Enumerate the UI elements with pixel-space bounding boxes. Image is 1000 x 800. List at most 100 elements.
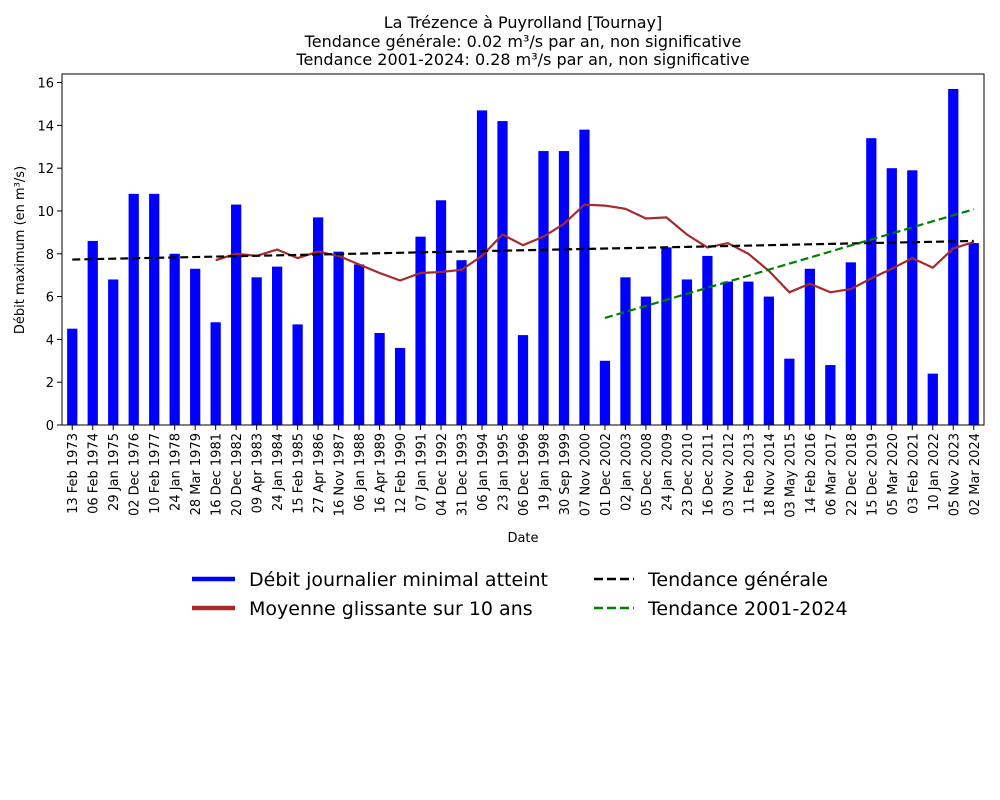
x-tick-label: 29 Jan 1975 [107,433,122,511]
x-tick-label: 06 Jan 1988 [353,433,368,511]
bar [497,121,508,426]
bar [538,151,549,426]
legend-label-moving-average: Moyenne glissante sur 10 ans [249,598,533,620]
x-tick-label: 03 Feb 2021 [906,433,921,514]
y-axis-ticks: 0 2 4 6 8 10 12 14 16 [37,77,62,434]
bar [272,266,283,425]
x-tick-label: 19 Jan 1998 [538,433,553,511]
x-tick-label: 31 Dec 1993 [456,433,471,516]
bar [640,296,652,425]
x-tick-label: 05 Mar 2020 [886,433,901,515]
bar [579,129,590,425]
bar [456,260,467,425]
bar [210,322,221,425]
bar [67,328,78,425]
bar [374,332,385,425]
x-tick-label: 18 Nov 2014 [763,433,778,516]
x-tick-label: 10 Jan 2022 [927,433,942,511]
x-tick-label: 15 Feb 1985 [292,433,307,514]
bar [415,236,426,425]
bar [476,110,488,425]
x-tick-label: 20 Dec 1982 [230,433,245,516]
y-tick-label: 16 [37,77,54,92]
bar [169,253,180,425]
x-tick-label: 15 Dec 2019 [865,433,880,516]
lines [72,203,975,320]
x-tick-label: 02 Dec 1976 [128,433,143,516]
y-tick-label: 4 [46,333,54,348]
x-tick-label: 05 Dec 2008 [640,433,655,516]
y-tick-label: 6 [46,291,54,306]
x-tick-label: 24 Jan 1984 [271,433,286,511]
bar [292,324,303,425]
x-tick-label: 06 Dec 1996 [517,433,532,516]
x-tick-label: 07 Nov 2000 [579,433,594,516]
x-tick-label: 03 May 2015 [783,433,798,518]
general-trend-line [72,239,974,261]
x-tick-label: 16 Dec 1981 [210,433,225,516]
x-tick-label: 14 Feb 2016 [804,433,819,514]
x-tick-label: 10 Feb 1977 [148,433,163,514]
plot-frame [61,73,985,426]
bar [681,279,693,425]
bar [804,268,815,425]
x-tick-label: 04 Dec 1992 [435,433,450,516]
bar [968,243,979,425]
bar [722,281,734,425]
bar [599,360,611,425]
chart-title-line-2: Tendance générale: 0.02 m³/s par an, non… [304,32,742,51]
y-tick-label: 2 [46,376,54,391]
bar [312,217,324,425]
x-tick-label: 11 Feb 2013 [742,433,757,514]
x-tick-label: 30 Sep 1999 [558,433,573,515]
x-tick-label: 28 Mar 1979 [189,433,204,515]
y-tick-label: 14 [37,119,54,134]
bars [67,88,979,426]
x-tick-label: 16 Dec 2011 [701,433,716,516]
recent-trend-line [604,208,975,320]
x-tick-label: 06 Feb 1974 [87,433,102,514]
x-tick-label: 05 Nov 2023 [947,433,962,516]
x-tick-label: 13 Feb 1973 [66,433,81,514]
legend: Débit journalier minimal atteint Moyenne… [192,569,848,620]
chart-title-line-3: Tendance 2001-2024: 0.28 m³/s par an, no… [295,50,749,69]
x-tick-label: 24 Jan 2009 [660,433,675,511]
bar [661,247,672,425]
y-tick-label: 10 [37,205,54,220]
x-tick-label: 23 Jan 1995 [497,433,512,511]
x-axis-ticks: 13 Feb 1973 06 Feb 1974 29 Jan 1975 02 Dec … [66,425,983,518]
x-tick-label: 07 Jan 1991 [415,433,430,511]
bar [620,277,631,425]
bar [886,168,897,426]
bar [558,151,570,426]
y-tick-label: 8 [46,248,54,263]
y-axis-label: Débit maximum (en m³/s) [13,166,28,334]
x-tick-label: 09 Apr 1983 [251,433,266,513]
bar [517,335,529,425]
bar [128,193,139,425]
legend-label-general-trend: Tendance générale [647,569,828,591]
x-tick-label: 23 Dec 2010 [681,433,696,516]
legend-label-bars: Débit journalier minimal atteint [249,569,548,591]
x-tick-label: 22 Dec 2018 [845,433,860,516]
bar [435,200,447,425]
bar [743,281,754,425]
bar [948,88,959,426]
x-tick-label: 27 Apr 1986 [312,433,327,513]
x-tick-label: 12 Feb 1990 [394,433,409,514]
bar [333,251,344,425]
bar [825,365,836,425]
x-tick-label: 06 Mar 2017 [824,433,839,515]
x-tick-label: 24 Jan 1978 [169,433,184,511]
x-tick-label: 01 Dec 2002 [599,433,614,516]
moving-average-line [215,203,975,294]
bar [763,296,774,425]
x-tick-label: 16 Apr 1989 [374,433,389,513]
bar [149,193,160,425]
bar [784,358,795,425]
bar [108,279,119,425]
y-tick-label: 12 [37,162,54,177]
bar [87,240,98,425]
bar [845,262,856,425]
